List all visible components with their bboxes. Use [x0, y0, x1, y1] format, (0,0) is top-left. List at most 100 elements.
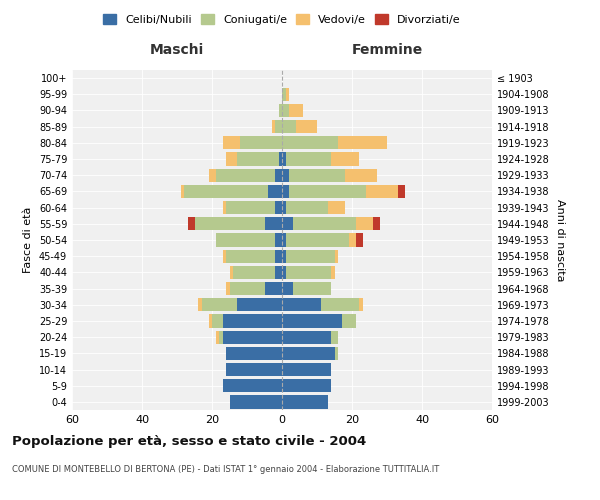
Bar: [226, 282, 229, 295]
Text: COMUNE DI MONTEBELLO DI BERTONA (PE) - Dati ISTAT 1° gennaio 2004 - Elaborazione: COMUNE DI MONTEBELLO DI BERTONA (PE) - D…: [12, 465, 439, 474]
Bar: [275, 234, 282, 246]
Bar: [226, 201, 275, 214]
Bar: [282, 250, 286, 263]
Bar: [282, 314, 341, 328]
Bar: [194, 217, 265, 230]
Bar: [345, 168, 377, 182]
Bar: [229, 282, 265, 295]
Bar: [198, 298, 202, 312]
Bar: [187, 217, 194, 230]
Bar: [286, 201, 328, 214]
Bar: [282, 104, 289, 117]
Bar: [282, 346, 335, 360]
Bar: [215, 330, 219, 344]
Bar: [282, 217, 293, 230]
Bar: [278, 152, 282, 166]
Text: Popolazione per età, sesso e stato civile - 2004: Popolazione per età, sesso e stato civil…: [12, 435, 366, 448]
Bar: [226, 250, 275, 263]
Bar: [275, 266, 282, 279]
Bar: [355, 217, 373, 230]
Bar: [286, 266, 331, 279]
Bar: [209, 168, 215, 182]
Bar: [240, 136, 282, 149]
Bar: [282, 266, 286, 279]
Y-axis label: Anni di nascita: Anni di nascita: [555, 198, 565, 281]
Bar: [331, 266, 335, 279]
Bar: [226, 346, 282, 360]
Bar: [293, 282, 331, 295]
Bar: [286, 234, 349, 246]
Bar: [268, 185, 282, 198]
Bar: [223, 136, 240, 149]
Bar: [275, 201, 282, 214]
Bar: [223, 201, 226, 214]
Bar: [265, 217, 282, 230]
Bar: [226, 152, 236, 166]
Bar: [282, 88, 286, 101]
Bar: [236, 298, 282, 312]
Bar: [226, 363, 282, 376]
Bar: [289, 185, 366, 198]
Bar: [223, 379, 282, 392]
Bar: [331, 330, 338, 344]
Bar: [229, 396, 282, 408]
Bar: [215, 234, 275, 246]
Bar: [282, 298, 320, 312]
Bar: [282, 120, 296, 134]
Bar: [373, 217, 380, 230]
Bar: [223, 330, 282, 344]
Text: Maschi: Maschi: [150, 43, 204, 57]
Bar: [265, 282, 282, 295]
Bar: [215, 168, 275, 182]
Bar: [320, 298, 359, 312]
Bar: [282, 201, 286, 214]
Text: Femmine: Femmine: [352, 43, 422, 57]
Bar: [282, 379, 331, 392]
Bar: [282, 152, 286, 166]
Bar: [338, 136, 387, 149]
Bar: [212, 314, 223, 328]
Bar: [335, 346, 338, 360]
Bar: [293, 217, 355, 230]
Bar: [282, 136, 338, 149]
Bar: [209, 314, 212, 328]
Bar: [289, 168, 345, 182]
Bar: [286, 152, 331, 166]
Bar: [335, 250, 338, 263]
Bar: [184, 185, 268, 198]
Bar: [328, 201, 345, 214]
Bar: [349, 234, 355, 246]
Bar: [282, 396, 328, 408]
Bar: [282, 185, 289, 198]
Bar: [366, 185, 398, 198]
Bar: [398, 185, 404, 198]
Bar: [275, 120, 282, 134]
Legend: Celibi/Nubili, Coniugati/e, Vedovi/e, Divorziati/e: Celibi/Nubili, Coniugati/e, Vedovi/e, Di…: [100, 10, 464, 28]
Bar: [282, 330, 331, 344]
Bar: [282, 234, 286, 246]
Bar: [229, 266, 233, 279]
Bar: [202, 298, 236, 312]
Bar: [282, 363, 331, 376]
Bar: [275, 168, 282, 182]
Bar: [341, 314, 355, 328]
Bar: [271, 120, 275, 134]
Bar: [355, 234, 362, 246]
Bar: [331, 152, 359, 166]
Y-axis label: Fasce di età: Fasce di età: [23, 207, 33, 273]
Bar: [236, 152, 278, 166]
Bar: [282, 282, 293, 295]
Bar: [286, 88, 289, 101]
Bar: [275, 250, 282, 263]
Bar: [289, 104, 303, 117]
Bar: [233, 266, 275, 279]
Bar: [223, 250, 226, 263]
Bar: [223, 314, 282, 328]
Bar: [296, 120, 317, 134]
Bar: [278, 104, 282, 117]
Bar: [219, 330, 223, 344]
Bar: [359, 298, 362, 312]
Bar: [181, 185, 184, 198]
Bar: [286, 250, 335, 263]
Bar: [282, 168, 289, 182]
